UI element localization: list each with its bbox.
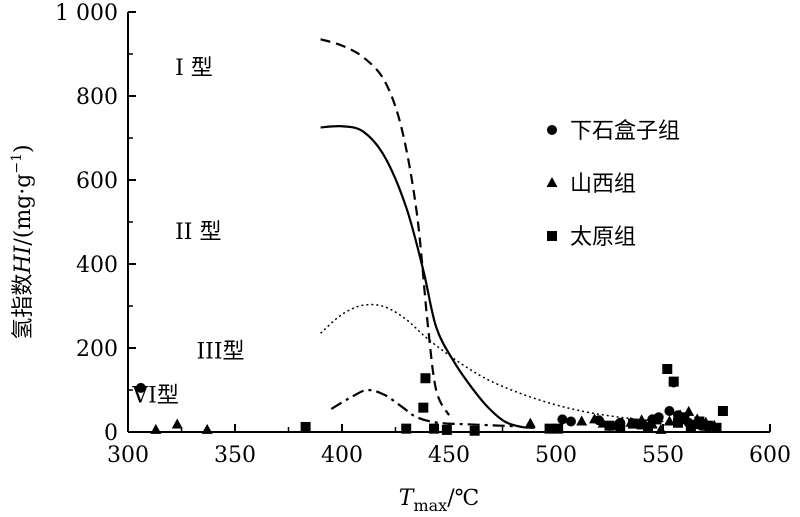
point-circle bbox=[565, 416, 576, 427]
point-square bbox=[636, 419, 647, 430]
point-square bbox=[615, 422, 626, 433]
point-circle bbox=[664, 406, 675, 416]
x-axis-title-unit: /℃ bbox=[447, 486, 479, 511]
curve-label: II 型 bbox=[175, 220, 221, 245]
point-square bbox=[429, 423, 440, 434]
y-axis-title-unit: /(mg·g bbox=[11, 174, 36, 246]
point-triangle bbox=[171, 418, 183, 429]
point-square bbox=[643, 421, 654, 432]
point-square bbox=[651, 414, 662, 425]
y-tick-label: 200 bbox=[76, 337, 118, 362]
x-tick-label: 500 bbox=[535, 443, 577, 468]
point-triangle bbox=[524, 417, 536, 428]
x-tick-label: 300 bbox=[107, 443, 149, 468]
point-square bbox=[420, 373, 431, 384]
point-triangle bbox=[576, 415, 588, 426]
y-tick-label: 0 bbox=[104, 421, 118, 446]
point-square bbox=[668, 376, 679, 387]
x-axis-title-var: T bbox=[399, 486, 416, 511]
y-tick-label: 1 000 bbox=[55, 1, 118, 26]
legend-label: 下石盒子组 bbox=[570, 119, 680, 144]
point-square bbox=[628, 418, 639, 429]
x-axis-title-sub: max bbox=[413, 496, 447, 515]
x-tick-label: 600 bbox=[749, 443, 791, 468]
legend-marker-triangle bbox=[546, 177, 558, 187]
point-square bbox=[553, 423, 564, 434]
point-triangle bbox=[663, 415, 675, 426]
point-square bbox=[672, 417, 683, 428]
point-square bbox=[544, 423, 555, 434]
y-ticks: 0 200 400 600 800 1 000 bbox=[55, 1, 136, 446]
point-circle bbox=[135, 382, 146, 393]
curve-label: III型 bbox=[196, 340, 244, 365]
y-axis-title-cn: 氢指数 bbox=[11, 274, 36, 340]
y-axis-title-var: HI bbox=[11, 244, 36, 274]
x-tick-label: 450 bbox=[428, 443, 470, 468]
y-tick-label: 600 bbox=[76, 169, 118, 194]
point-square bbox=[401, 423, 412, 434]
y-tick-label: 800 bbox=[76, 85, 118, 110]
legend-label: 太原组 bbox=[570, 225, 636, 250]
legend-label: 山西组 bbox=[570, 172, 636, 197]
point-square bbox=[685, 422, 696, 433]
point-square bbox=[300, 421, 311, 432]
point-square bbox=[694, 416, 705, 427]
axes bbox=[127, 12, 770, 433]
point-triangle bbox=[655, 423, 667, 434]
point-triangle bbox=[150, 423, 162, 434]
point-square bbox=[441, 424, 452, 435]
point-square bbox=[702, 420, 713, 431]
y-axis-title: 氢指数HI/(mg·g−1) bbox=[9, 144, 36, 339]
curve-III型 bbox=[320, 303, 685, 424]
point-square bbox=[711, 422, 722, 433]
point-square bbox=[469, 425, 480, 436]
x-tick-label: 350 bbox=[214, 443, 256, 468]
curve-I型 bbox=[320, 38, 450, 416]
curve-VI型 bbox=[330, 388, 514, 428]
kerogen-type-curves bbox=[320, 38, 685, 429]
legend-marker-circle bbox=[547, 125, 557, 135]
point-square bbox=[418, 402, 429, 413]
point-circle bbox=[557, 414, 568, 425]
x-tick-label: 400 bbox=[321, 443, 363, 468]
x-ticks: 300 350 400 450 500 550 600 bbox=[107, 424, 791, 468]
point-triangle bbox=[589, 413, 601, 424]
point-square bbox=[679, 412, 690, 423]
y-axis-title-close: ) bbox=[11, 144, 36, 153]
y-tick-label: 400 bbox=[76, 253, 118, 278]
x-tick-label: 550 bbox=[642, 443, 684, 468]
curve-label: I 型 bbox=[175, 56, 213, 81]
curve-II型 bbox=[320, 124, 535, 429]
point-triangle bbox=[201, 423, 213, 434]
x-axis-title: Tmax/℃ bbox=[399, 486, 479, 515]
y-axis-title-exp: −1 bbox=[9, 153, 25, 174]
point-square bbox=[604, 420, 615, 431]
legend-marker-square bbox=[547, 231, 557, 241]
point-square bbox=[662, 364, 673, 374]
data-points bbox=[135, 364, 728, 436]
point-square bbox=[717, 406, 728, 416]
